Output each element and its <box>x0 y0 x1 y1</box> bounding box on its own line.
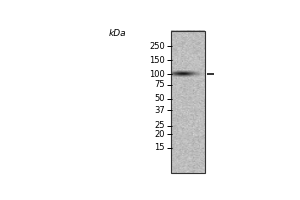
Text: kDa: kDa <box>109 29 127 38</box>
Text: 37: 37 <box>154 106 165 115</box>
Text: 15: 15 <box>154 143 165 152</box>
Text: 75: 75 <box>154 80 165 89</box>
Text: 250: 250 <box>149 42 165 51</box>
Text: 100: 100 <box>149 70 165 79</box>
Bar <box>171 31 205 173</box>
Text: 150: 150 <box>149 56 165 65</box>
Text: 25: 25 <box>154 121 165 130</box>
Text: 50: 50 <box>154 94 165 103</box>
Text: 20: 20 <box>154 130 165 139</box>
